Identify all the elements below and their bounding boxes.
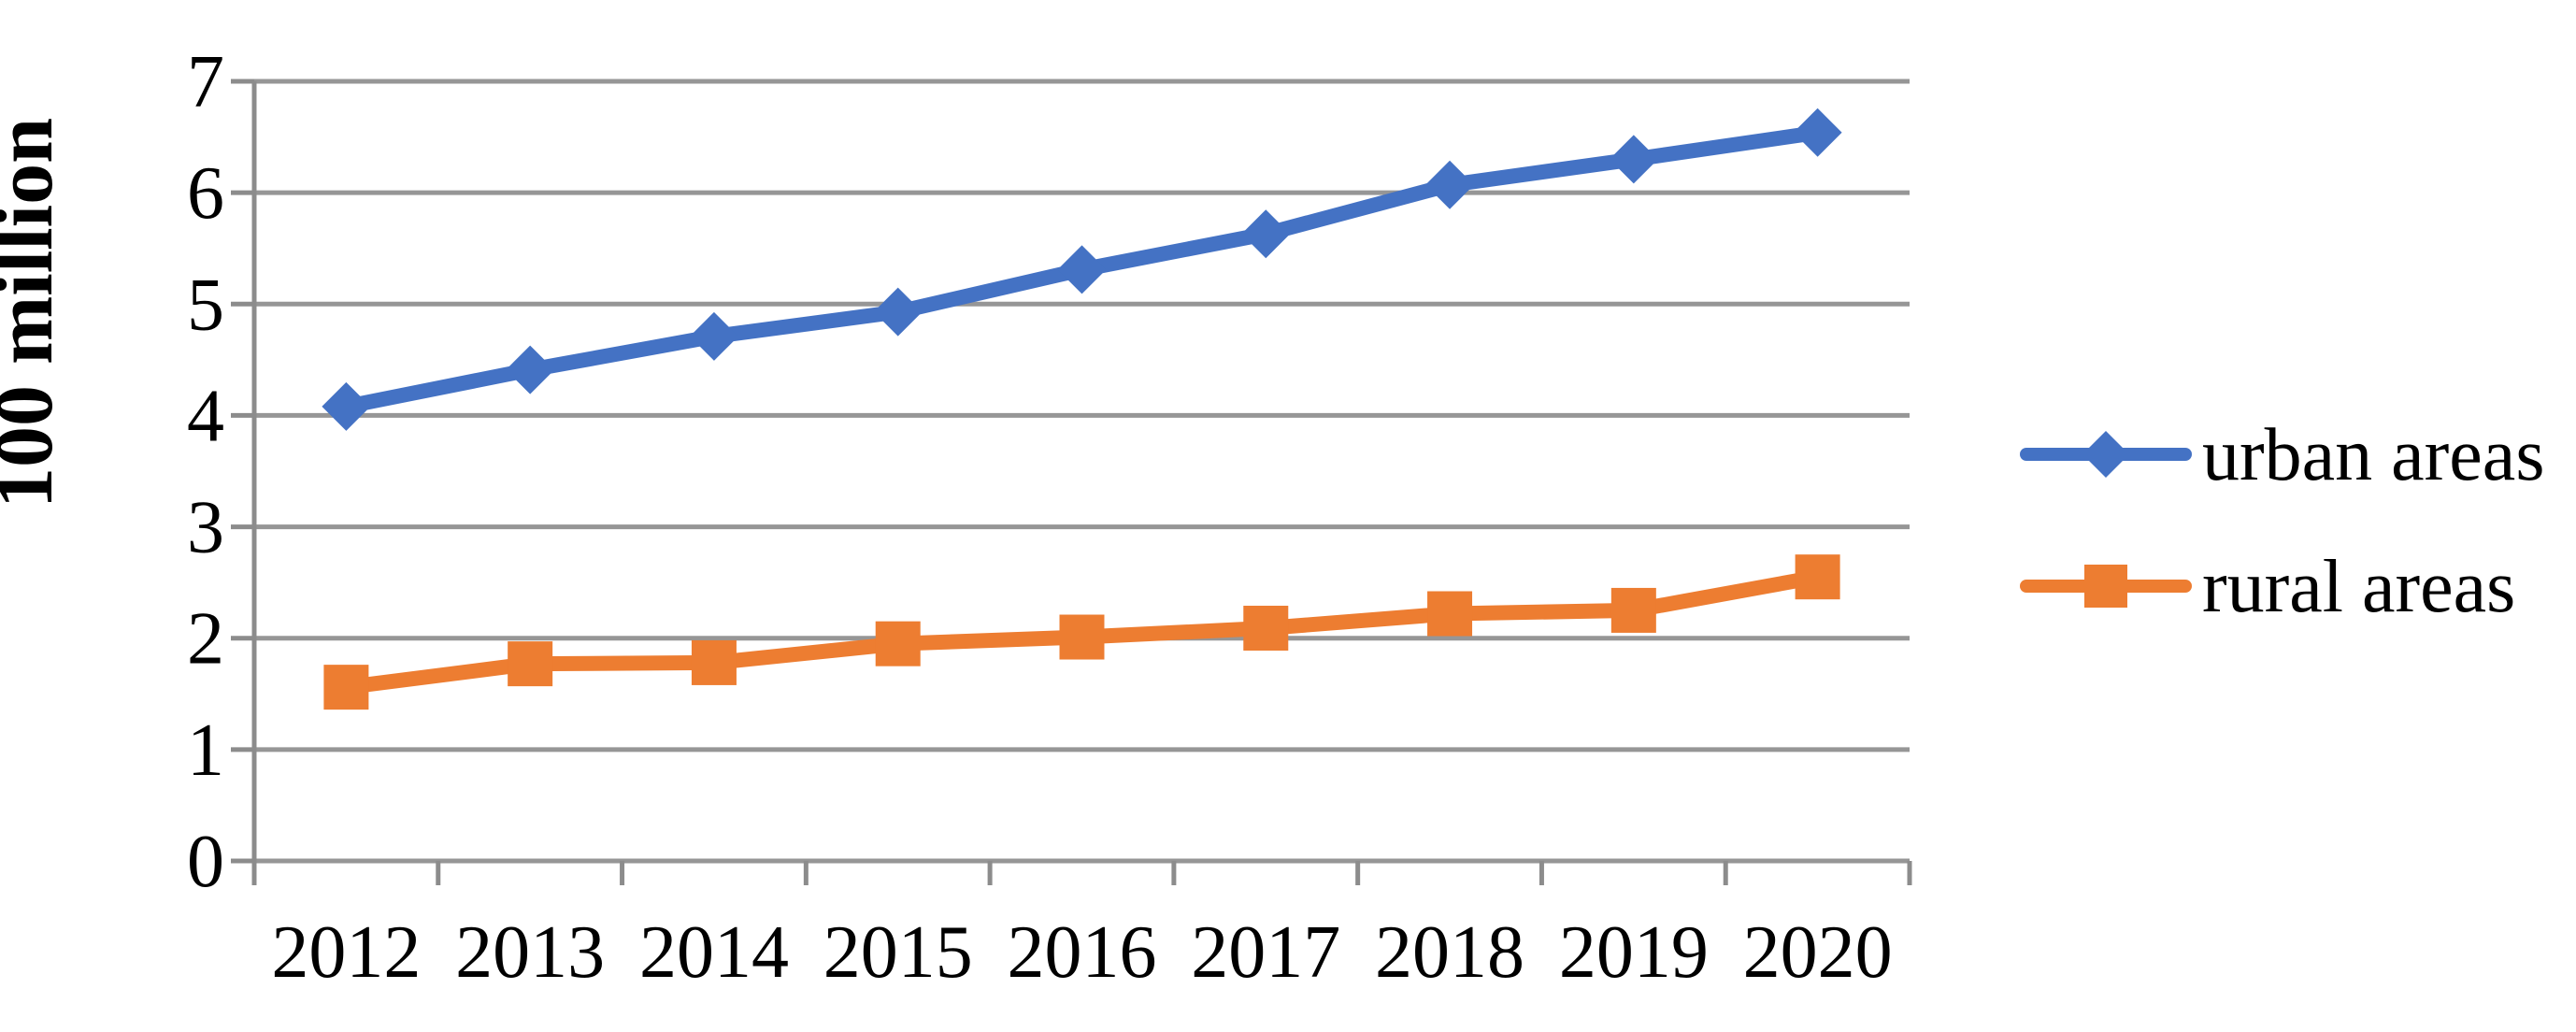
y-axis-title: 100 million: [0, 118, 70, 509]
series-marker: [2082, 431, 2129, 478]
series-marker: [1059, 614, 1105, 660]
y-tick-label: 4: [187, 375, 224, 457]
series-marker: [1795, 554, 1840, 600]
series-marker: [1793, 108, 1842, 157]
series-marker: [1243, 605, 1289, 651]
series-marker: [689, 311, 738, 361]
series-marker: [322, 381, 371, 431]
x-axis: [251, 861, 1912, 885]
series-marker: [1610, 587, 1656, 633]
y-tick-label: 3: [187, 487, 224, 569]
legend: urban areas rural areas: [2020, 414, 2544, 628]
series-rural-areas: [323, 554, 1840, 710]
series-marker: [1057, 245, 1107, 294]
series-marker: [873, 287, 923, 337]
y-tick-label: 1: [187, 710, 224, 792]
series-marker: [508, 641, 553, 687]
series-marker: [506, 345, 555, 394]
y-tick-label: 6: [187, 152, 224, 235]
y-tick-label: 0: [187, 821, 224, 903]
series-marker: [691, 639, 737, 685]
legend-item-urban-areas: urban areas: [2020, 414, 2544, 496]
series-marker: [323, 665, 369, 710]
series-marker: [1241, 209, 1291, 259]
x-tick-label: 2016: [1008, 911, 1157, 994]
y-axis: [231, 79, 257, 864]
y-tick-label: 7: [187, 41, 224, 123]
series-marker: [1425, 160, 1475, 209]
x-tick-label: 2013: [455, 911, 605, 994]
legend-label: rural areas: [2202, 546, 2515, 628]
x-tick-label: 2019: [1559, 911, 1709, 994]
x-tick-labels: 2012 2013 2014 2015 2016 2017 2018 2019 2020: [271, 911, 1892, 994]
x-tick-label: 2018: [1375, 911, 1524, 994]
legend-item-rural-areas: rural areas: [2020, 546, 2515, 628]
series-marker: [875, 621, 921, 666]
y-tick-label: 5: [187, 264, 224, 346]
series-marker: [2084, 565, 2127, 608]
series-marker: [1609, 135, 1658, 184]
y-tick-labels: 0 1 2 3 4 5 6 7: [187, 41, 224, 903]
x-tick-label: 2012: [271, 911, 421, 994]
series-urban-areas: [322, 108, 1842, 431]
x-tick-label: 2020: [1743, 911, 1893, 994]
legend-label: urban areas: [2202, 414, 2544, 496]
x-tick-label: 2015: [823, 911, 973, 994]
x-tick-label: 2014: [639, 911, 789, 994]
x-tick-label: 2017: [1191, 911, 1340, 994]
y-tick-label: 2: [187, 598, 224, 681]
series-marker: [1427, 591, 1473, 637]
